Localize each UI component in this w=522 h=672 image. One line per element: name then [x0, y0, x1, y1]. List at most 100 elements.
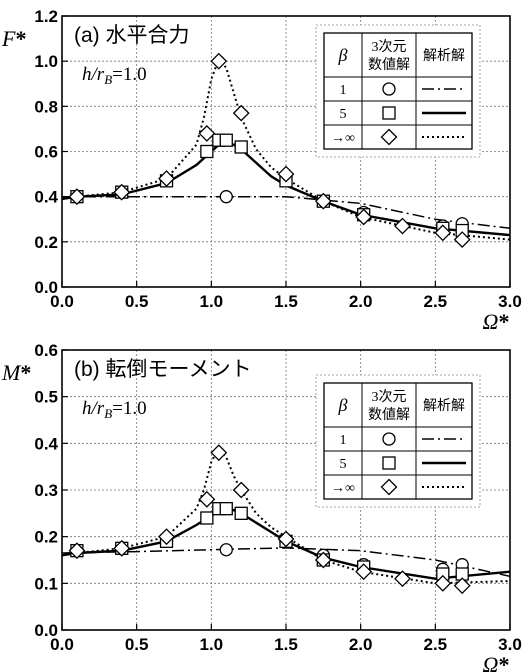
legend-beta-value: →∞ — [331, 481, 355, 496]
x-tick-label: 0.0 — [50, 635, 74, 654]
x-tick-label: 2.0 — [349, 292, 373, 311]
legend-marker-square — [382, 106, 396, 120]
analytical-line-dash-dot — [62, 195, 511, 230]
chart-panel-b: 0.0 0.5 1.0 1.5 2.0 2.5 3.0 0.0 0.1 0.2 0.3 0.4 0.5 0… — [1, 341, 522, 672]
legend-header-beta: β — [338, 395, 348, 415]
y-tick-label: 0.4 — [34, 188, 58, 207]
x-tick-label: 2.5 — [424, 635, 448, 654]
x-tick-label: 0.0 — [50, 292, 74, 311]
legend-frame — [323, 32, 473, 150]
legend-beta-value: →∞ — [331, 131, 355, 146]
y-tick-label: 0.6 — [34, 341, 58, 360]
legend-header-numerical: 数値解 — [368, 57, 410, 73]
legend-marker-diamond — [380, 478, 398, 496]
legend-marker-circle — [382, 432, 396, 446]
data-point-square — [200, 144, 214, 159]
x-tick-label: 1.0 — [200, 635, 224, 654]
y-tick-label: 0.5 — [34, 388, 58, 407]
legend-header-beta: β — [338, 45, 348, 65]
annotation-text: h/rB=1.0 — [82, 398, 147, 421]
legend-header-numerical: 3次元 — [372, 39, 407, 55]
data-point-square — [200, 511, 214, 525]
series-group — [61, 444, 511, 595]
panel-label: (a) 水平合力 — [74, 24, 190, 47]
chart-panel-a: 0.0 0.5 1.0 1.5 2.0 2.5 3.0 0.0 0.2 0.4 0.6 0.8 1.0 1… — [1, 7, 522, 334]
data-point-diamond — [232, 104, 250, 122]
analytical-line-solid — [61, 142, 511, 237]
legend-beta-value: 1 — [340, 83, 347, 98]
legend-beta-value: 5 — [340, 457, 347, 472]
data-point-diamond — [113, 183, 131, 201]
data-point-diamond — [68, 188, 86, 206]
legend-beta-value: 1 — [340, 433, 347, 448]
axis-ticks: 0.0 0.5 1.0 1.5 2.0 2.5 3.0 0.0 0.1 0.2 0.3 0.4 0.5 0… — [34, 341, 521, 654]
data-point-square — [234, 506, 248, 520]
y-tick-label: 0.1 — [34, 574, 58, 593]
x-tick-label: 1.0 — [200, 292, 224, 311]
data-point-circle — [219, 190, 233, 204]
data-point-diamond — [277, 165, 295, 183]
data-point-diamond — [198, 490, 216, 508]
y-axis-label: M* — [1, 360, 31, 385]
panel-label: (b) 転倒モーメント — [74, 358, 252, 381]
data-point-diamond — [158, 528, 175, 546]
legend-marker-diamond — [380, 128, 398, 146]
legend-marker-circle — [382, 82, 396, 96]
x-tick-label: 3.0 — [498, 635, 522, 654]
data-point-diamond — [434, 574, 452, 592]
data-point-diamond — [453, 231, 471, 248]
y-tick-label: 0.2 — [34, 233, 58, 252]
legend-frame — [323, 382, 473, 500]
y-axis-label: F* — [1, 26, 26, 51]
y-tick-label: 1.0 — [34, 52, 58, 71]
data-point-diamond — [355, 208, 373, 226]
data-point-diamond — [198, 125, 216, 142]
legend-header-numerical: 3次元 — [372, 389, 407, 405]
data-point-diamond — [314, 192, 332, 210]
data-point-diamond — [453, 577, 471, 595]
legend-marker-square — [382, 456, 396, 470]
data-point-square — [219, 133, 233, 147]
data-point-square — [219, 502, 233, 516]
analytical-line-dotted — [61, 56, 511, 241]
data-point-diamond — [210, 444, 228, 462]
legend-header-numerical: 数値解 — [368, 407, 410, 423]
data-point-diamond — [314, 551, 332, 569]
data-point-diamond — [232, 481, 250, 499]
x-tick-label: 0.5 — [125, 635, 149, 654]
y-tick-label: 0.3 — [34, 481, 58, 500]
data-point-diamond — [434, 224, 452, 242]
y-tick-label: 0.0 — [34, 278, 58, 297]
x-axis-label: Ω* — [483, 652, 510, 672]
series-group — [61, 52, 511, 248]
x-tick-label: 0.5 — [125, 292, 149, 311]
data-point-square — [234, 140, 248, 154]
data-point-diamond — [210, 52, 228, 70]
data-point-diamond — [277, 530, 295, 548]
axis-ticks: 0.0 0.5 1.0 1.5 2.0 2.5 3.0 0.0 0.2 0.4 0.6 0.8 1.0 1… — [34, 7, 521, 311]
x-tick-label: 3.0 — [498, 292, 522, 311]
data-point-circle — [219, 543, 233, 557]
legend-header-analytical: 解析解 — [423, 48, 465, 64]
analytical-line-solid — [61, 508, 511, 580]
data-point-diamond — [394, 570, 411, 588]
y-tick-label: 1.2 — [34, 7, 58, 26]
annotation-text: h/rB=1.0 — [82, 64, 147, 87]
data-point-diamond — [158, 170, 175, 188]
data-point-diamond — [394, 217, 411, 235]
y-tick-label: 0.2 — [34, 528, 58, 547]
y-tick-label: 0.4 — [34, 434, 58, 453]
data-point-diamond — [355, 563, 373, 581]
data-point-diamond — [113, 539, 131, 557]
x-tick-label: 2.0 — [349, 635, 373, 654]
x-tick-label: 2.5 — [424, 292, 448, 311]
legend-beta-value: 5 — [340, 107, 347, 122]
x-axis-label: Ω* — [483, 309, 510, 334]
x-tick-label: 1.5 — [274, 635, 298, 654]
legend-header-analytical: 解析解 — [423, 398, 465, 414]
x-tick-label: 1.5 — [274, 292, 298, 311]
y-tick-label: 0.0 — [34, 621, 58, 640]
